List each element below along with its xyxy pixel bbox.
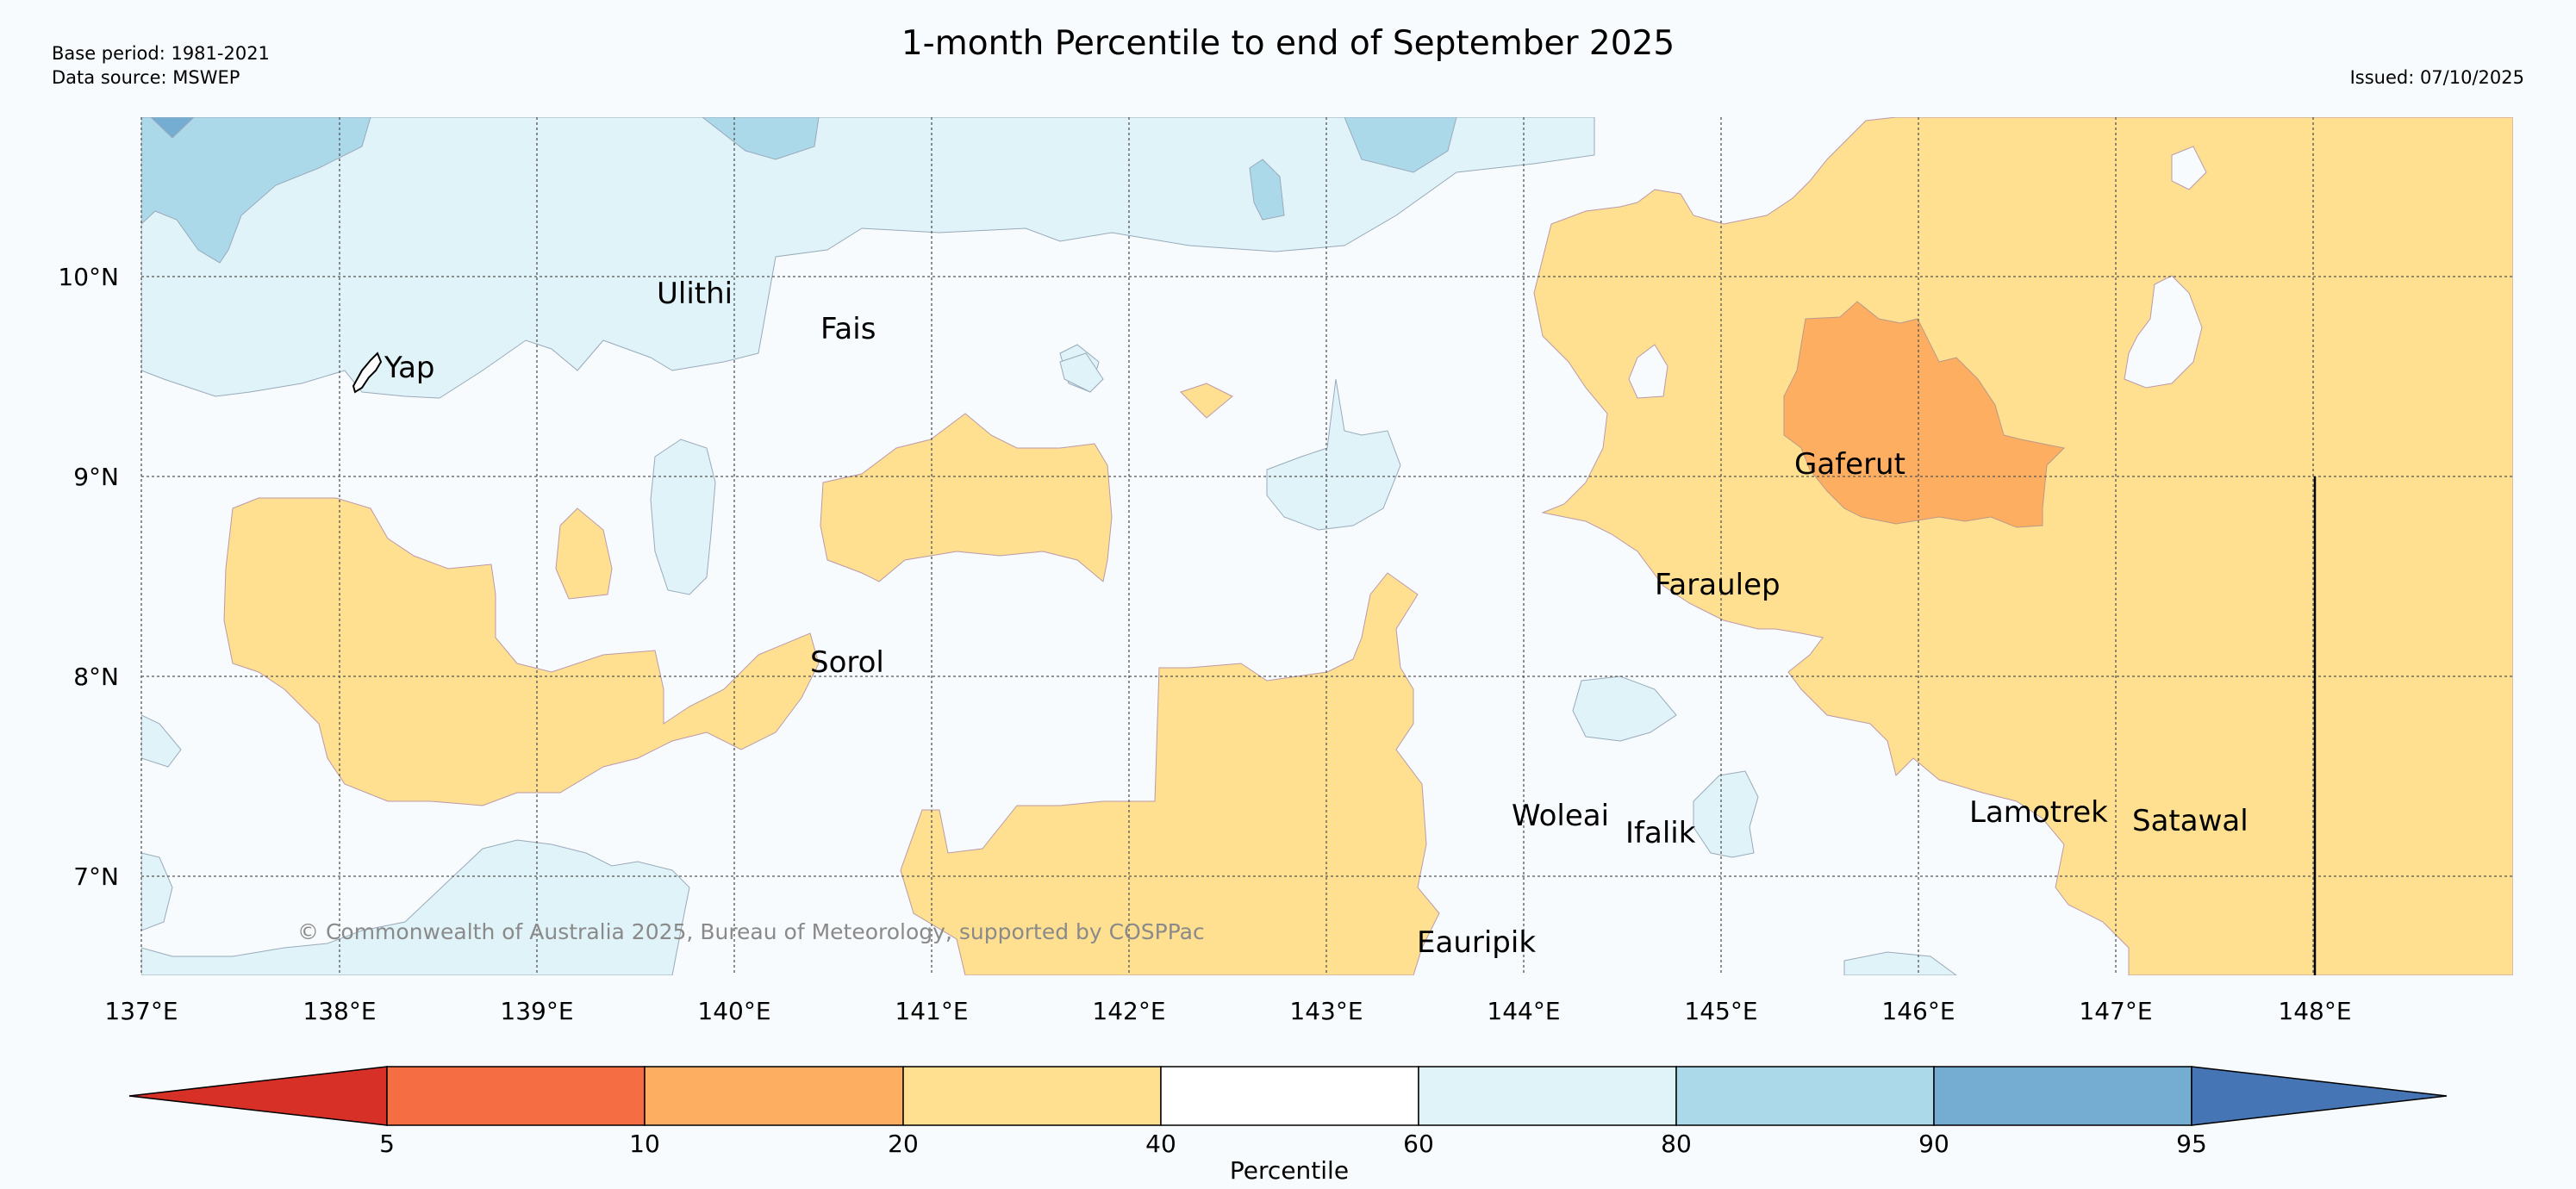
colorbar-tick: 5	[379, 1130, 395, 1158]
region-80-90-north-a	[702, 117, 820, 160]
region-20-40-west-small	[555, 507, 613, 600]
colorbar	[128, 1066, 2448, 1126]
colorbar-below-5	[128, 1066, 388, 1126]
region-20-40-south	[900, 572, 1440, 975]
colorbar-tick: 95	[2176, 1130, 2207, 1158]
lon-label: 144°E	[1487, 997, 1560, 1025]
hole-east-1	[1628, 344, 1668, 399]
lat-label: 10°N	[58, 263, 119, 291]
place-ulithi: Ulithi	[657, 277, 733, 311]
region-90-95-nw	[150, 117, 195, 139]
copyright-notice: © Commonwealth of Australia 2025, Bureau…	[297, 919, 1205, 944]
lon-label: 140°E	[697, 997, 770, 1025]
place-sorol: Sorol	[810, 645, 884, 680]
place-fais: Fais	[820, 312, 876, 346]
colorbar-tick: 60	[1403, 1130, 1434, 1158]
colorbar-tick: 80	[1661, 1130, 1692, 1158]
region-60-80-b	[1266, 378, 1401, 531]
region-60-80-i	[1843, 951, 1957, 975]
colorbar-10-20	[644, 1066, 904, 1126]
colorbar-40-60	[1160, 1066, 1419, 1126]
lon-label: 141°E	[895, 997, 968, 1025]
lat-label: 7°N	[73, 862, 119, 891]
place-woleai: Woleai	[1512, 799, 1609, 833]
lon-label: 143°E	[1289, 997, 1363, 1025]
region-80-90-nw	[141, 117, 371, 264]
colorbar-90-95	[1933, 1066, 2192, 1126]
lat-label: 8°N	[73, 663, 119, 691]
region-20-40-east	[1533, 117, 2513, 975]
lon-label: 148°E	[2278, 997, 2351, 1025]
lon-label: 138°E	[303, 997, 376, 1025]
region-20-40-central-small	[1180, 383, 1233, 419]
region-20-40-west	[223, 497, 820, 806]
colorbar-5-10	[386, 1066, 646, 1126]
place-ifalik: Ifalik	[1625, 816, 1696, 850]
lon-label: 146°E	[1881, 997, 1955, 1025]
place-yap: Yap	[384, 351, 435, 385]
base-period: Base period: 1981-2021	[52, 43, 270, 64]
lon-label: 145°E	[1684, 997, 1757, 1025]
issued-date: Issued: 07/10/2025	[2349, 67, 2524, 88]
lon-label: 139°E	[500, 997, 573, 1025]
place-lamotrek: Lamotrek	[1969, 795, 2108, 830]
region-60-80-d	[1572, 675, 1677, 742]
place-eauripik: Eauripik	[1417, 925, 1536, 960]
lon-label: 142°E	[1092, 997, 1165, 1025]
region-80-90-north-b	[1344, 117, 1457, 173]
place-faraulep: Faraulep	[1655, 568, 1781, 602]
hole-east-3	[2171, 146, 2207, 190]
percentile-regions	[141, 117, 2513, 975]
colorbar-tick: 90	[1918, 1130, 1949, 1158]
map-title: 1-month Percentile to end of September 2…	[901, 24, 1675, 63]
region-60-80-e	[1693, 770, 1759, 858]
region-60-80-j	[1059, 352, 1104, 393]
colorbar-20-40	[902, 1066, 1162, 1126]
region-60-80-a	[650, 439, 716, 595]
region-10-20-east	[1783, 301, 2066, 528]
data-source: Data source: MSWEP	[52, 67, 240, 88]
region-60-80-f	[141, 839, 690, 975]
lat-label: 9°N	[73, 463, 119, 491]
colorbar-label: Percentile	[1230, 1156, 1349, 1185]
colorbar-80-90	[1675, 1066, 1935, 1126]
region-60-80-h	[141, 852, 173, 931]
colorbar-above-95	[2191, 1066, 2448, 1126]
colorbar-tick: 20	[888, 1130, 919, 1158]
region-80-90-north-c	[1249, 159, 1285, 221]
colorbar-tick: 40	[1145, 1130, 1176, 1158]
colorbar-60-80	[1418, 1066, 1677, 1126]
hole-east-2	[2124, 275, 2203, 389]
colorbar-tick: 10	[629, 1130, 660, 1158]
graticule	[141, 117, 2513, 975]
region-20-40-central	[820, 413, 1113, 582]
lon-label: 137°E	[104, 997, 178, 1025]
yap-island	[352, 352, 383, 394]
region-60-80-north	[141, 117, 1595, 399]
lon-label: 147°E	[2079, 997, 2152, 1025]
region-60-80-g	[141, 714, 182, 768]
place-satawal: Satawal	[2132, 804, 2249, 838]
place-gaferut: Gaferut	[1794, 447, 1905, 482]
